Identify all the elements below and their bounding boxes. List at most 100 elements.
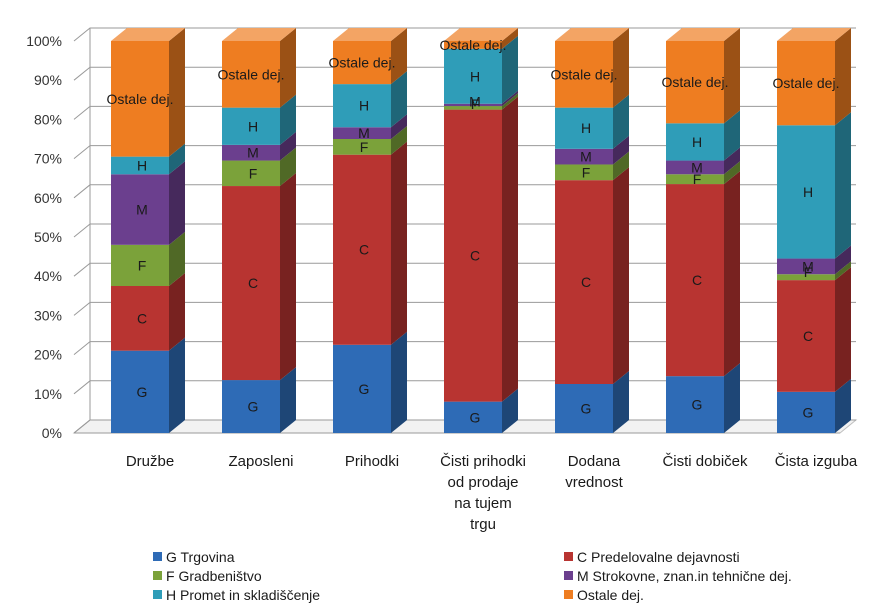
bar-front (666, 123, 724, 161)
bar-segment-m-4 (555, 135, 629, 165)
y-tick-label: 0% (42, 425, 62, 441)
x-tick-label: Čisti dobiček (662, 453, 748, 470)
bar-segment-h-2 (333, 71, 407, 128)
legend-swatch (564, 590, 573, 599)
y-tick-label: 50% (34, 229, 62, 245)
bar-front (222, 186, 280, 381)
x-tick-label: Družbe (126, 453, 174, 470)
data-label: F (471, 96, 480, 112)
data-label: G (803, 404, 814, 420)
bar-segment-g-3 (444, 388, 518, 433)
y-tick-label: 20% (34, 347, 62, 363)
data-label: C (137, 310, 147, 326)
bar-front (111, 350, 169, 433)
data-label: Ostale dej. (218, 66, 285, 82)
legend-swatch (564, 571, 573, 580)
bar-segment-g-0 (111, 337, 185, 433)
bar-side (502, 28, 518, 49)
bar-segment-m-5 (666, 147, 740, 175)
x-tick-label: od prodaje (448, 474, 519, 491)
data-label: M (580, 149, 592, 165)
bars-layer (111, 28, 851, 433)
bar-front (555, 107, 613, 149)
legend-label: G Trgovina (166, 549, 235, 565)
bar-side (613, 135, 629, 165)
bar-segment-f-6 (777, 261, 851, 281)
bar-segment-f-2 (333, 126, 407, 155)
bar-segment-ostaledej-4 (555, 28, 629, 108)
x-tick-label: trgu (470, 516, 496, 533)
bar-side (502, 388, 518, 433)
bar-front (777, 125, 835, 259)
bar-side (169, 143, 185, 175)
bar-side (280, 28, 296, 108)
data-label: Ostale dej. (329, 55, 396, 71)
bar-side (613, 167, 629, 384)
bar-front (444, 401, 502, 433)
bar-front (777, 280, 835, 392)
legend-label: C Predelovalne dejavnosti (577, 549, 740, 565)
bar-front (555, 180, 613, 384)
y-tick-label: 10% (34, 386, 62, 402)
data-label: G (581, 401, 592, 417)
y-tick-label: 30% (34, 307, 62, 323)
y-tick-label: 100% (26, 33, 62, 49)
data-label: Ostale dej. (773, 75, 840, 91)
bar-segment-g-5 (666, 363, 740, 433)
bar-segment-c-4 (555, 167, 629, 384)
legend-label: H Promet in skladiščenje (166, 587, 320, 603)
x-tick-label: Prihodki (345, 453, 399, 470)
bar-segment-c-2 (333, 141, 407, 345)
bar-segment-f-3 (444, 93, 518, 110)
data-label: M (358, 125, 370, 141)
bar-side (169, 161, 185, 245)
bar-front (111, 286, 169, 351)
bar-front (111, 174, 169, 245)
bar-front (666, 160, 724, 175)
bar-side (835, 28, 851, 126)
bar-top (666, 28, 740, 41)
bar-segment-ostaledej-2 (333, 28, 407, 85)
bar-segment-f-4 (555, 151, 629, 181)
bar-front (444, 103, 502, 107)
bar-segment-ostaledej-0 (111, 28, 185, 157)
bar-front (555, 41, 613, 108)
bar-top (333, 28, 407, 41)
bar-side (724, 110, 740, 161)
legend-item: G Trgovina (153, 549, 235, 565)
bar-segment-m-3 (444, 90, 518, 107)
bar-side (835, 378, 851, 433)
legend-label: Ostale dej. (577, 587, 644, 603)
x-tick-label: Čisti prihodki (440, 453, 526, 470)
data-label: G (692, 397, 703, 413)
data-label: H (359, 98, 369, 114)
bar-side (835, 112, 851, 259)
bar-front (222, 144, 280, 161)
data-label: Ostale dej. (662, 74, 729, 90)
bar-side (280, 94, 296, 145)
data-label: G (470, 409, 481, 425)
data-label: H (803, 184, 813, 200)
bar-side (613, 28, 629, 108)
bar-segment-m-6 (777, 245, 851, 275)
legend-label: M Strokovne, znan.in tehnične dej. (577, 568, 792, 584)
bar-front (444, 41, 502, 49)
bar-segment-g-2 (333, 331, 407, 433)
bar-side (835, 267, 851, 392)
bar-side (724, 171, 740, 377)
data-label: Ostale dej. (107, 91, 174, 107)
y-axis-base (73, 419, 91, 434)
bar-segment-h-6 (777, 112, 851, 259)
data-label: C (470, 248, 480, 264)
bar-top (777, 28, 851, 41)
data-label: H (470, 68, 480, 84)
bar-side (724, 161, 740, 185)
data-label: G (137, 384, 148, 400)
bar-segment-h-3 (444, 35, 518, 104)
data-label: C (359, 242, 369, 258)
data-label: C (581, 274, 591, 290)
bar-side (169, 231, 185, 286)
data-label: M (247, 145, 259, 161)
legend-item: Ostale dej. (564, 587, 644, 603)
